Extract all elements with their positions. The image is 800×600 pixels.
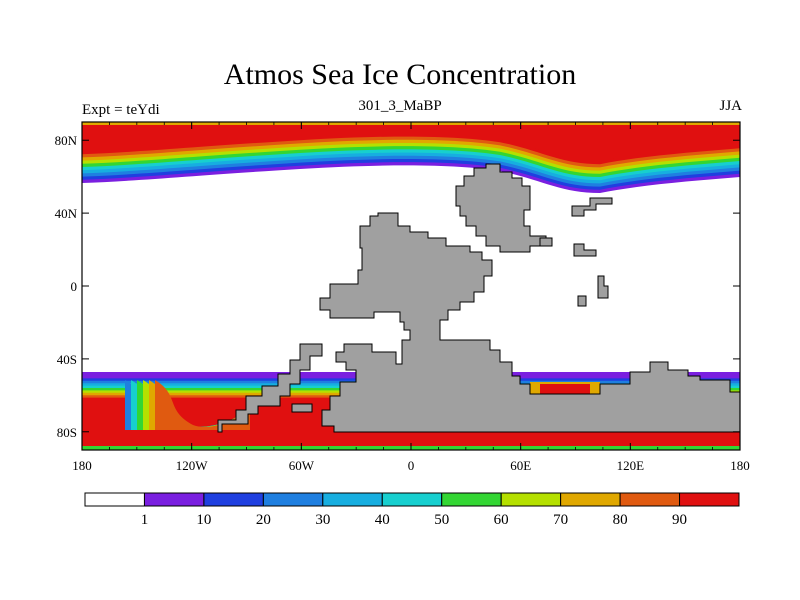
season-label: JJA xyxy=(719,98,742,114)
chart-subtitle: 301_3_MaBP xyxy=(358,98,442,114)
colorbar-label: 70 xyxy=(553,512,568,528)
y-tick-label: 80N xyxy=(55,133,78,148)
land-mass xyxy=(597,275,609,299)
colorbar-label: 50 xyxy=(434,512,449,528)
land-mass xyxy=(291,403,313,413)
colorbar-swatch xyxy=(143,492,205,507)
land-mass xyxy=(319,212,740,433)
chart-title: Atmos Sea Ice Concentration xyxy=(223,58,577,91)
colorbar-label: 10 xyxy=(196,512,211,528)
colorbar-label: 60 xyxy=(494,512,509,528)
colorbar-label: 20 xyxy=(256,512,271,528)
colorbar-swatch xyxy=(441,492,502,507)
x-tick-label: 180 xyxy=(730,458,750,473)
colorbar-label: 30 xyxy=(315,512,330,528)
land-mass xyxy=(217,343,323,433)
colorbar-label: 40 xyxy=(375,512,390,528)
x-tick-label: 60E xyxy=(510,458,531,473)
arctic-ice-band xyxy=(82,122,740,161)
colorbar-swatch xyxy=(322,492,383,507)
x-tick-label: 0 xyxy=(408,458,415,473)
colorbar-swatch xyxy=(619,492,681,507)
x-tick-label: 120W xyxy=(176,458,209,473)
colorbar-swatch xyxy=(203,492,264,507)
plume-band xyxy=(155,380,250,430)
x-tick-label: 120E xyxy=(617,458,645,473)
land-mass xyxy=(573,243,597,257)
y-tick-label: 80S xyxy=(57,425,77,440)
colorbar-label: 1 xyxy=(141,512,149,528)
colorbar-label: 90 xyxy=(672,512,687,528)
y-tick-label: 40N xyxy=(55,206,78,221)
land-mass xyxy=(455,163,547,253)
x-tick-label: 60W xyxy=(289,458,315,473)
colorbar-swatch xyxy=(500,492,562,507)
experiment-label: Expt = teYdi xyxy=(82,102,160,118)
colorbar-swatch xyxy=(560,492,621,507)
y-tick-label: 0 xyxy=(71,279,78,294)
indian-ice-core xyxy=(540,384,590,394)
colorbar-label: 80 xyxy=(613,512,628,528)
x-tick-label: 180 xyxy=(72,458,92,473)
land-mass xyxy=(577,295,587,307)
antarctic-coast-ice xyxy=(82,432,740,450)
colorbar-swatch xyxy=(262,492,324,507)
y-tick-label: 40S xyxy=(57,352,77,367)
colorbar-swatch xyxy=(84,492,145,507)
land-mass xyxy=(571,197,613,217)
colorbar-swatch xyxy=(381,492,443,507)
colorbar-swatch xyxy=(679,492,740,507)
land-mass xyxy=(539,237,553,247)
